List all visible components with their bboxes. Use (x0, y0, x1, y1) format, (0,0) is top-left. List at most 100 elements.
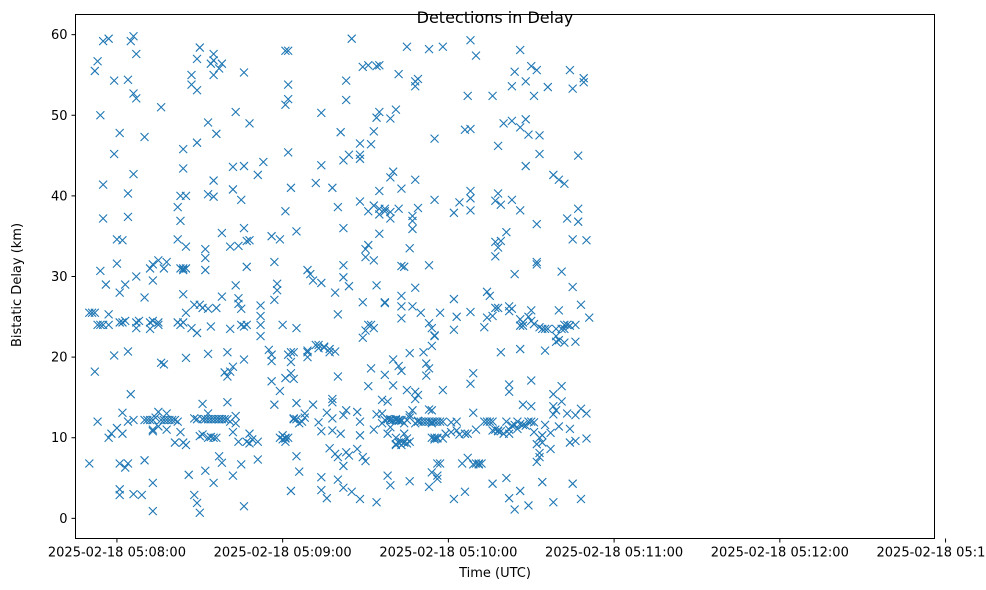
data-point (369, 201, 379, 210)
data-point (477, 459, 486, 468)
data-point (557, 324, 567, 334)
data-point (281, 433, 290, 443)
data-point (408, 224, 417, 234)
data-point (327, 413, 337, 423)
data-point (327, 183, 337, 193)
data-point (292, 226, 301, 236)
data-point (217, 59, 227, 69)
data-point (485, 291, 495, 301)
y-tick-label: 0 (59, 512, 67, 527)
data-point (178, 265, 188, 275)
data-point (347, 34, 357, 44)
data-point (344, 281, 354, 291)
data-point (253, 455, 263, 464)
data-point (529, 91, 539, 101)
data-point (178, 264, 188, 273)
data-point (223, 397, 232, 407)
data-point (239, 501, 249, 511)
data-point (402, 42, 412, 52)
data-point (104, 34, 114, 44)
data-point (316, 160, 326, 170)
data-point (129, 169, 138, 179)
data-point (192, 54, 202, 64)
data-point (198, 399, 207, 409)
data-point (341, 95, 351, 105)
data-point (413, 203, 423, 213)
x-tick-label: 2025-02-18 05:11:00 (545, 546, 683, 561)
x-tick-label: 2025-02-18 05:09:00 (214, 546, 352, 561)
data-point (385, 172, 395, 182)
data-point (408, 301, 417, 311)
data-point (424, 318, 434, 328)
data-point (120, 463, 130, 472)
data-point (441, 429, 451, 439)
data-point (228, 427, 238, 437)
data-point (427, 405, 437, 415)
data-point (209, 192, 218, 202)
data-point (568, 235, 578, 244)
data-point (162, 425, 172, 435)
data-point (399, 429, 409, 439)
data-point (333, 202, 343, 212)
data-point (148, 506, 158, 516)
data-point (333, 452, 343, 462)
data-point (430, 434, 439, 444)
data-point (148, 260, 158, 269)
data-point (554, 335, 564, 345)
data-point (203, 304, 213, 314)
data-point (283, 46, 293, 56)
data-point (173, 417, 183, 426)
y-axis-ticks: 0 10 20 30 40 50 60 (51, 28, 76, 527)
data-point (501, 417, 511, 426)
data-point (214, 451, 224, 461)
data-point (192, 85, 202, 95)
data-point (275, 235, 285, 244)
data-point (327, 394, 337, 404)
data-point (394, 361, 404, 371)
data-point (463, 429, 473, 439)
data-point (109, 149, 119, 159)
data-point (490, 425, 500, 435)
data-point (380, 370, 390, 380)
data-point (526, 305, 536, 315)
x-tick-label: 2025-02-18 05:08:00 (48, 546, 186, 561)
data-point (355, 494, 365, 504)
data-point (430, 134, 439, 144)
data-point (468, 408, 478, 418)
data-point (410, 394, 420, 404)
data-point (217, 458, 227, 468)
data-point (292, 414, 301, 424)
data-point (394, 415, 404, 425)
data-point (145, 324, 155, 334)
data-point (427, 341, 437, 351)
data-point (153, 318, 163, 327)
data-point (383, 397, 393, 406)
data-point (209, 176, 218, 185)
data-point (281, 206, 290, 216)
data-point (488, 311, 497, 321)
data-point (242, 236, 252, 246)
data-point (463, 91, 473, 101)
data-point (198, 430, 207, 439)
data-point (559, 338, 569, 347)
data-point (399, 262, 409, 272)
data-point (576, 300, 586, 310)
data-point (446, 427, 456, 437)
data-point (582, 409, 591, 418)
data-point (504, 387, 514, 397)
data-point (322, 493, 332, 503)
data-point (184, 470, 194, 480)
data-point (269, 400, 279, 410)
data-point (308, 276, 318, 285)
data-point (339, 272, 348, 282)
data-point (228, 162, 238, 172)
data-point (178, 289, 188, 299)
data-point (281, 437, 290, 447)
data-point (385, 207, 395, 217)
data-point (292, 323, 301, 333)
data-point (430, 195, 439, 205)
data-point (424, 260, 434, 270)
data-point (424, 44, 434, 54)
data-point (526, 376, 536, 385)
data-point (432, 471, 442, 481)
